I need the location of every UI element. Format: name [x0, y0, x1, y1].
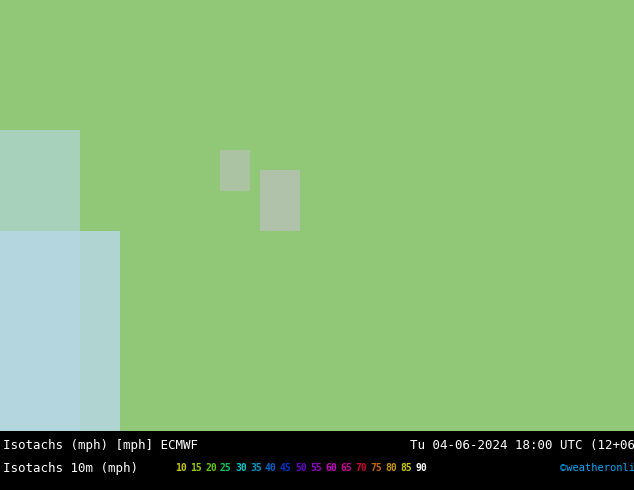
- Text: 30: 30: [235, 464, 247, 473]
- Text: 90: 90: [415, 464, 427, 473]
- Text: 65: 65: [340, 464, 352, 473]
- Text: 45: 45: [280, 464, 292, 473]
- Text: ©weatheronline.co.uk: ©weatheronline.co.uk: [560, 464, 634, 473]
- Text: Isotachs (mph) [mph] ECMWF: Isotachs (mph) [mph] ECMWF: [3, 440, 198, 452]
- Text: 15: 15: [190, 464, 202, 473]
- Text: 35: 35: [250, 464, 262, 473]
- Bar: [220, 150, 250, 191]
- Text: 85: 85: [400, 464, 411, 473]
- Text: 10: 10: [175, 464, 187, 473]
- Text: 20: 20: [205, 464, 217, 473]
- Text: 55: 55: [310, 464, 321, 473]
- Text: 25: 25: [220, 464, 232, 473]
- Text: 75: 75: [370, 464, 382, 473]
- Text: Isotachs 10m (mph): Isotachs 10m (mph): [3, 462, 138, 475]
- Text: 60: 60: [325, 464, 337, 473]
- Text: 40: 40: [265, 464, 277, 473]
- Text: 70: 70: [355, 464, 366, 473]
- Bar: [0, 231, 120, 431]
- Text: 50: 50: [295, 464, 307, 473]
- Bar: [260, 171, 300, 231]
- Bar: [0, 130, 80, 431]
- Text: 80: 80: [385, 464, 397, 473]
- Text: Tu 04-06-2024 18:00 UTC (12+06): Tu 04-06-2024 18:00 UTC (12+06): [410, 440, 634, 452]
